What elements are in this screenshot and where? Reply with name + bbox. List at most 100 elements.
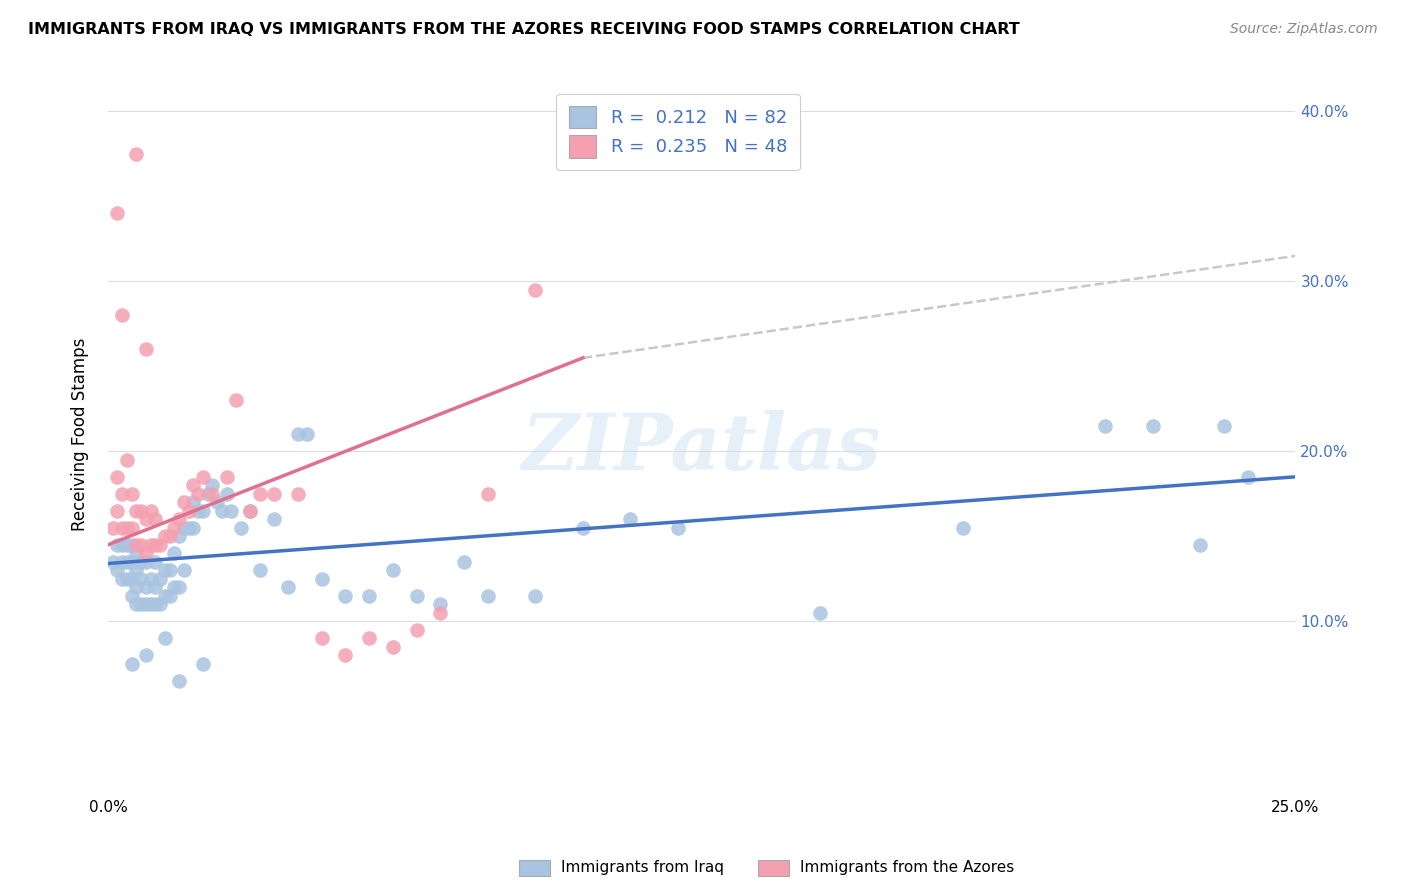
Point [952,521,974,535]
Point [135,597,157,611]
Point [524,283,547,297]
Point [215,487,238,501]
Point [149,538,172,552]
Point [191,504,214,518]
Point [191,470,214,484]
Point [619,512,641,526]
Point [145,555,167,569]
Point [453,555,475,569]
Point [125,546,148,560]
Point [135,648,157,663]
Point [207,495,229,509]
Point [197,487,219,501]
Point [405,589,427,603]
Point [221,504,243,518]
Point [121,521,143,535]
Point [139,538,162,552]
Point [167,529,190,543]
Point [239,504,262,518]
Point [405,623,427,637]
Text: Immigrants from the Azores: Immigrants from the Azores [800,860,1014,874]
Point [135,555,157,569]
Point [125,563,148,577]
Point [183,521,205,535]
Point [159,563,181,577]
Point [201,487,224,501]
Point [115,572,138,586]
Point [287,487,309,501]
Point [173,521,195,535]
Point [229,521,252,535]
Point [101,555,124,569]
Point [225,393,247,408]
Point [115,521,138,535]
Point [111,309,134,323]
Y-axis label: Receiving Food Stamps: Receiving Food Stamps [72,338,89,531]
Text: Immigrants from Iraq: Immigrants from Iraq [561,860,724,874]
Point [1094,418,1116,433]
Point [121,555,143,569]
Point [115,452,138,467]
Point [129,572,152,586]
Point [263,512,285,526]
Point [111,572,134,586]
Point [359,632,381,646]
Point [145,580,167,594]
Point [187,487,209,501]
Point [135,343,157,357]
Point [125,597,148,611]
Point [129,504,152,518]
Point [107,538,129,552]
Point [477,487,499,501]
Point [1237,470,1260,484]
Point [129,597,152,611]
Point [167,673,190,688]
Point [145,512,167,526]
Point [1142,418,1164,433]
Point [382,563,405,577]
Point [149,597,172,611]
Point [311,632,333,646]
Point [287,427,309,442]
Point [239,504,262,518]
Point [173,495,195,509]
Point [101,521,124,535]
Point [107,206,129,220]
Point [167,580,190,594]
Point [135,580,157,594]
Point [810,606,832,620]
Point [145,538,167,552]
Point [153,589,176,603]
Point [135,512,157,526]
Point [139,504,162,518]
Point [149,572,172,586]
Point [107,563,129,577]
Point [359,589,381,603]
Point [211,504,233,518]
Point [1189,538,1212,552]
Point [129,538,152,552]
Text: Source: ZipAtlas.com: Source: ZipAtlas.com [1230,22,1378,37]
Point [111,521,134,535]
Point [111,538,134,552]
Point [524,589,547,603]
Point [201,478,224,492]
Point [163,546,186,560]
Point [135,546,157,560]
Point [163,580,186,594]
Point [1213,418,1236,433]
Point [167,512,190,526]
Point [129,555,152,569]
Point [163,521,186,535]
Point [153,563,176,577]
Point [263,487,285,501]
Point [121,589,143,603]
Point [187,504,209,518]
Point [191,657,214,671]
Point [111,555,134,569]
Point [153,529,176,543]
Point [125,580,148,594]
Point [277,580,299,594]
Point [177,521,200,535]
Point [215,470,238,484]
